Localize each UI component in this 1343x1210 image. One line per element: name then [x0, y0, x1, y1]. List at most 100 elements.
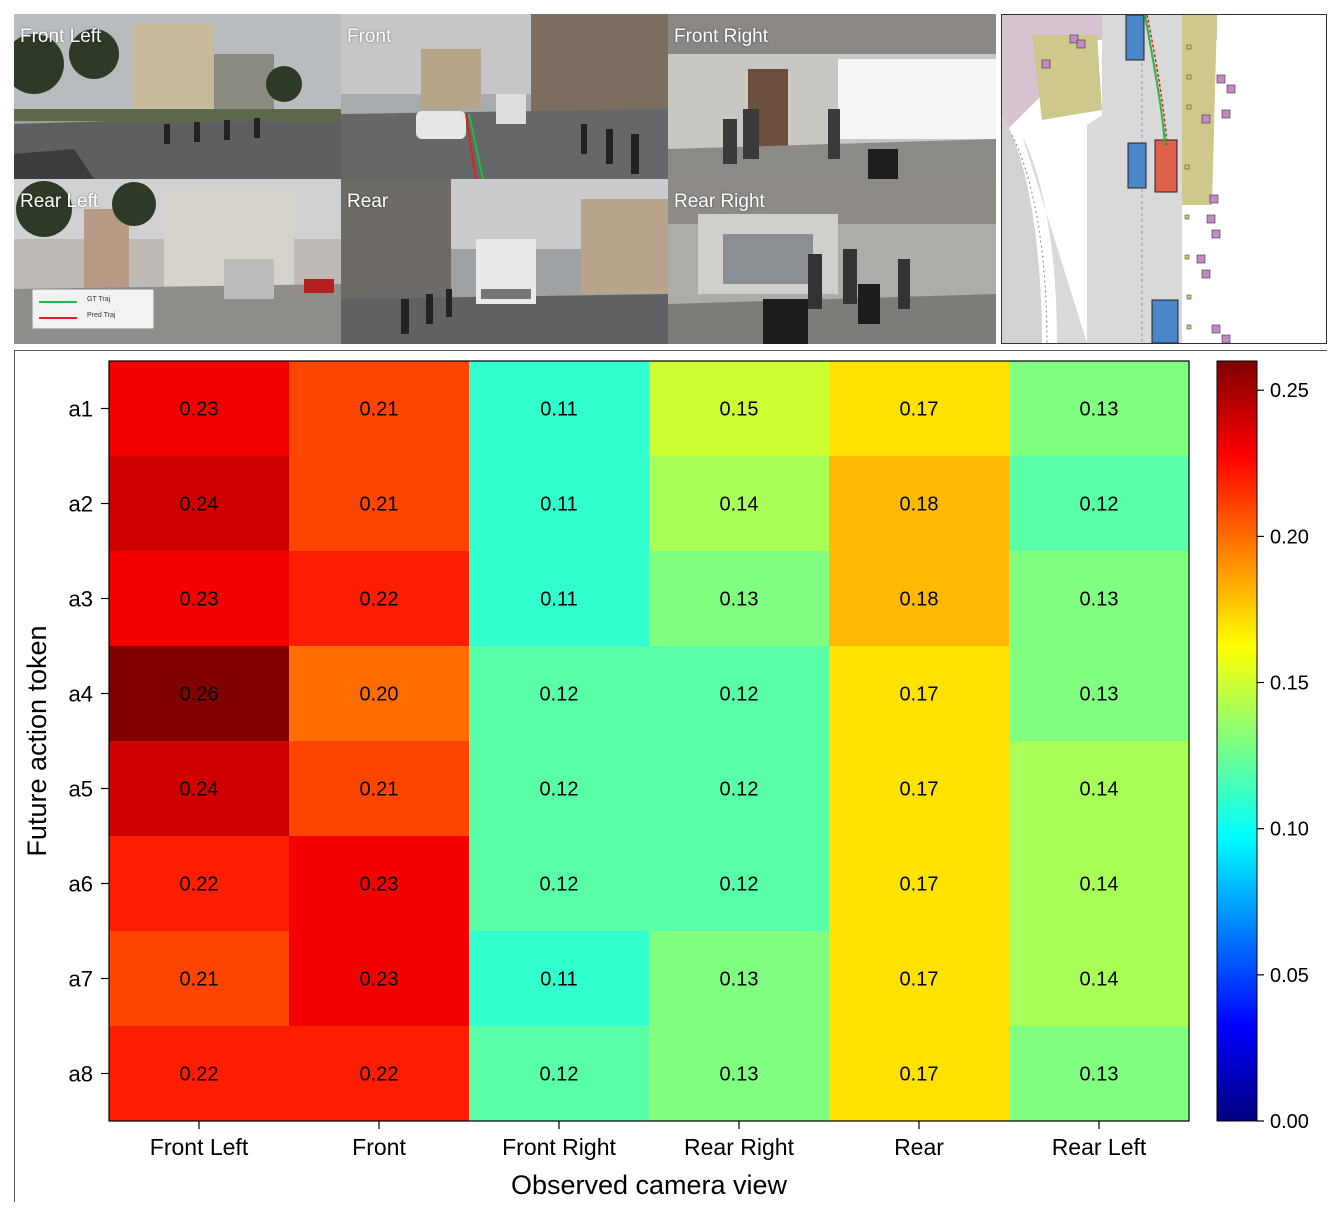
heatmap-cell [1009, 551, 1190, 647]
x-tick-label: Rear [894, 1134, 944, 1160]
cell-value-label: 0.12 [1080, 494, 1119, 516]
gt-trajectory-line [468, 113, 484, 179]
plot-frame [108, 360, 1190, 1122]
heatmap-cell [109, 456, 290, 552]
cell-value-label: 0.18 [900, 589, 939, 611]
cell-value-label: 0.22 [360, 1064, 399, 1086]
rear-right-image [668, 179, 996, 344]
camera-rear: Rear [341, 179, 668, 344]
agent-vehicle [1151, 299, 1179, 343]
camera-label: Rear Right [674, 191, 765, 212]
heatmap-cell [649, 836, 830, 932]
cell-value-label: 0.21 [180, 969, 219, 991]
cell-value-label: 0.12 [540, 1064, 579, 1086]
legend-pred-label: Pred Traj [87, 312, 116, 319]
bev-pred-trajectory [1146, 15, 1168, 146]
cell-value-label: 0.11 [540, 969, 577, 991]
trajectory-legend: GT Traj Pred Traj [32, 289, 154, 329]
colorbar-tick-label: 0.25 [1270, 380, 1309, 402]
colorbar-tick-label: 0.05 [1270, 965, 1309, 987]
cell-value-label: 0.17 [900, 779, 939, 801]
heatmap-cell [289, 931, 470, 1027]
heatmap-cell [1009, 836, 1190, 932]
heatmap-cell [1009, 741, 1190, 837]
front-image [341, 14, 668, 179]
heatmap-cell [109, 836, 290, 932]
camera-front-left: Front Left [14, 14, 341, 179]
heatmap-cell [289, 551, 470, 647]
pred-trajectory-line [465, 113, 477, 179]
cell-value-label: 0.23 [180, 399, 219, 421]
cell-value-label: 0.23 [360, 874, 399, 896]
agent-vehicle [1125, 15, 1145, 61]
heatmap-cell [649, 551, 830, 647]
cell-value-label: 0.20 [360, 684, 399, 706]
y-tick-label: a5 [69, 777, 93, 802]
heatmap-cell [289, 361, 470, 457]
cell-value-label: 0.13 [720, 589, 759, 611]
heatmap-cell [289, 456, 470, 552]
sidewalk-area [1032, 35, 1102, 120]
x-tick-label: Rear Left [1052, 1134, 1147, 1160]
heatmap-cell [289, 741, 470, 837]
heatmap-cell [1009, 931, 1190, 1027]
cell-value-label: 0.13 [1080, 684, 1119, 706]
colorbar [1216, 360, 1258, 1122]
cell-value-label: 0.17 [900, 969, 939, 991]
cell-value-label: 0.17 [900, 874, 939, 896]
cell-value-label: 0.17 [900, 1064, 939, 1086]
cell-value-label: 0.23 [180, 589, 219, 611]
x-tick-label: Front [352, 1134, 406, 1160]
cell-value-label: 0.12 [720, 684, 759, 706]
y-tick-label: a6 [69, 872, 93, 897]
x-tick-label: Front Right [502, 1134, 616, 1160]
heatmap-cell [289, 836, 470, 932]
cell-value-label: 0.24 [180, 779, 219, 801]
camera-label: Front Right [674, 26, 768, 47]
camera-label: Front [347, 26, 392, 47]
y-tick-label: a4 [69, 682, 93, 707]
heatmap-cell [649, 931, 830, 1027]
cell-value-label: 0.11 [540, 399, 577, 421]
camera-front-right: Front Right [668, 14, 996, 179]
y-tick-label: a7 [69, 967, 93, 992]
cell-value-label: 0.24 [180, 494, 219, 516]
cell-value-label: 0.12 [540, 779, 579, 801]
cell-value-label: 0.15 [720, 399, 759, 421]
camera-label: Rear [347, 191, 389, 212]
heatmap-cell [109, 646, 290, 742]
agent-vehicle [1127, 142, 1147, 189]
cell-value-label: 0.14 [720, 494, 759, 516]
attention-heatmap: 0.23 0.21 0.11 0.15 0.17 0.13 0.24 0.21 0.11 0.14… [22, 360, 1309, 1200]
heatmap-cell [469, 836, 650, 932]
cell-value-label: 0.13 [720, 969, 759, 991]
legend-pred-swatch [39, 317, 77, 319]
heatmap-cell [829, 836, 1010, 932]
heatmap-cell [649, 646, 830, 742]
heatmap-cell [289, 646, 470, 742]
colorbar-tick-label: 0.15 [1270, 673, 1309, 695]
bev-map-drawing [1002, 15, 1326, 343]
cell-value-label: 0.26 [180, 684, 219, 706]
camera-front: Front [341, 14, 668, 179]
heatmap-cell [469, 551, 650, 647]
y-tick-label: a3 [69, 587, 93, 612]
cell-value-label: 0.13 [1080, 399, 1119, 421]
cell-value-label: 0.21 [360, 779, 399, 801]
cell-value-label: 0.23 [360, 969, 399, 991]
bev-map [1001, 14, 1327, 344]
heatmap-cell [829, 741, 1010, 837]
x-axis-label: Observed camera view [511, 1170, 788, 1200]
camera-label: Rear Left [20, 191, 99, 212]
pedestrian-markers [1041, 34, 1236, 343]
heatmap-cell [469, 361, 650, 457]
x-tick-label: Front Left [150, 1134, 249, 1160]
cell-value-label: 0.22 [180, 874, 219, 896]
cell-value-label: 0.17 [900, 684, 939, 706]
cell-value-label: 0.12 [540, 874, 579, 896]
heatmap-cell [109, 1026, 290, 1122]
rear-image [341, 179, 668, 344]
heatmap-cell [829, 456, 1010, 552]
heatmap-cell [1009, 456, 1190, 552]
heatmap-cell [649, 1026, 830, 1122]
